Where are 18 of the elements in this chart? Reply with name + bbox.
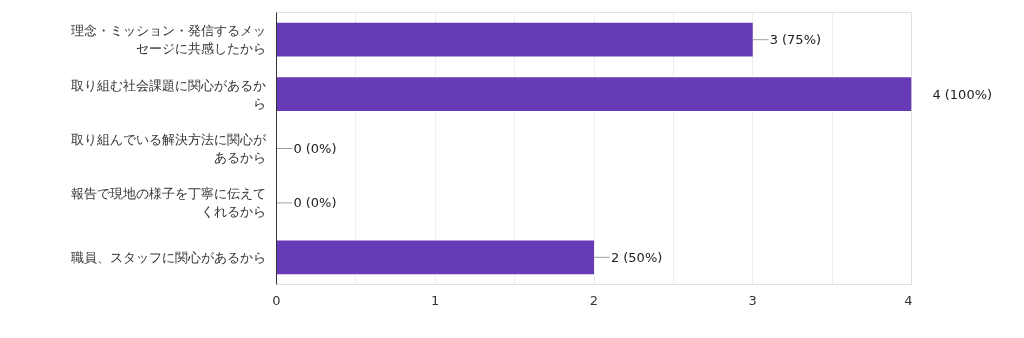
x-tick-label: 1 [431,292,440,308]
bar [276,240,594,275]
data-label: 4 (100%) [932,86,993,102]
bar [276,22,753,57]
x-tick-label: 4 [904,292,913,308]
y-tick-label: 職員、スタッフに関心があるから [70,249,266,265]
bar [276,77,912,111]
x-tick-label: 2 [589,292,599,308]
data-label: 0 (0%) [293,141,337,156]
y-tick-label: 理念・ミッション・発信するメッセージに共感したから [70,23,266,57]
data-label: 0 (0%) [293,195,337,211]
y-tick-label: 取り組む社会課題に関心があるから [70,77,266,111]
x-tick-label: 0 [272,292,281,308]
y-tick-label: 取り組んでいる解決方法に関心があるから [70,132,267,165]
data-label: 2 (50%) [610,249,663,265]
x-tick-label: 3 [748,292,757,308]
data-label: 3 (75%) [769,32,822,48]
y-tick-label: 報告で現地の様子を丁寧に伝えてくれるから [70,186,266,220]
